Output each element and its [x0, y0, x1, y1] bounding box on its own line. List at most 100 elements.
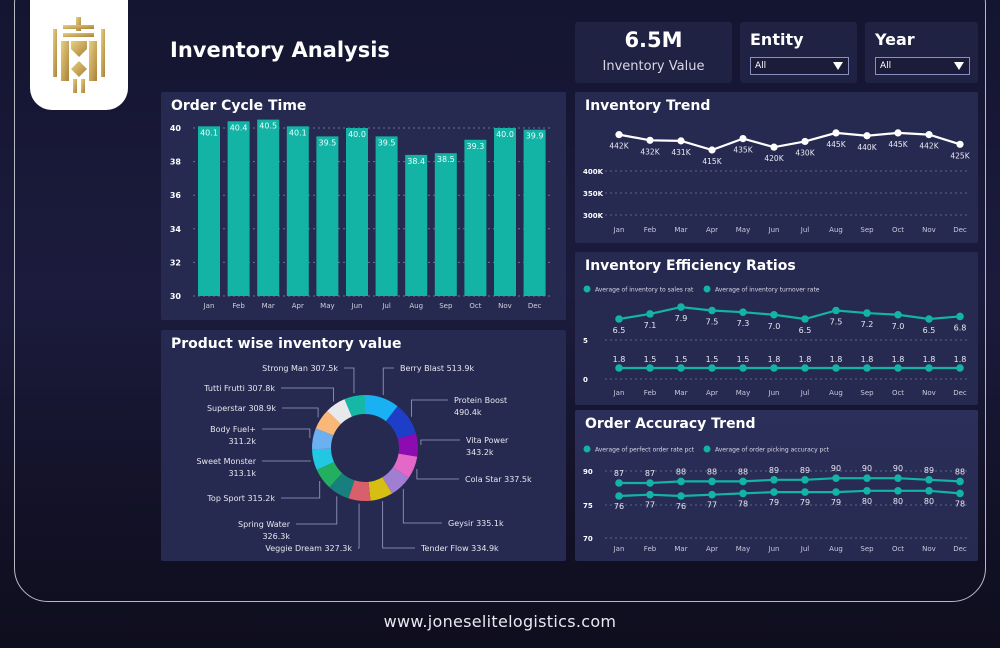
slice-value: 327.3k: [324, 544, 352, 553]
order-cycle-time-panel: Order Cycle Time 40 38 36 34 32 30 40.1 Jan 40.4…: [161, 92, 566, 320]
bar: [257, 119, 280, 296]
slice-label: Superstar 308.9k: [207, 404, 276, 413]
turnover-rate-point: [708, 364, 716, 372]
data-label: 7.1: [644, 321, 657, 330]
donut-slice: [368, 477, 393, 501]
trend-point: [677, 137, 685, 145]
data-label: 79: [831, 498, 841, 507]
x-tick-label: Aug: [829, 226, 843, 234]
data-label: 89: [800, 466, 810, 475]
slice-name: Veggie Dream: [265, 544, 324, 553]
panel-title: Inventory Efficiency Ratios: [585, 258, 796, 274]
bar: [375, 136, 398, 296]
trend-point: [708, 146, 716, 154]
x-tick-label: Jun: [351, 302, 363, 310]
data-label: 7.3: [737, 319, 750, 328]
x-tick-label: Sep: [860, 389, 874, 397]
x-tick-label: Feb: [644, 545, 657, 553]
legend-marker: [583, 285, 591, 293]
donut-slice: [329, 473, 355, 499]
slice-value: 308.9k: [248, 404, 276, 413]
x-tick-label: Dec: [953, 226, 967, 234]
x-tick-label: Mar: [674, 389, 687, 397]
data-label: 432K: [640, 147, 660, 156]
sales-ratio-point: [739, 308, 747, 316]
data-label: 1.8: [892, 355, 905, 364]
panel-title: Order Accuracy Trend: [585, 416, 756, 432]
x-tick-label: Feb: [644, 389, 657, 397]
chevron-down-icon: [954, 62, 964, 70]
perfect-order-rate-point: [739, 477, 747, 486]
slice-label: Top Sport 315.2k: [206, 494, 275, 503]
data-label: 87: [614, 469, 624, 478]
turnover-rate-point: [894, 364, 902, 372]
slice-name: Cola Star: [465, 475, 504, 484]
data-label: 6.5: [923, 326, 936, 335]
perfect-order-rate-point: [894, 474, 902, 482]
y-tick-label: 75: [583, 502, 593, 510]
x-tick-label: Mar: [262, 302, 275, 310]
data-label: 76: [676, 502, 686, 511]
bar-value-label: 38.5: [437, 155, 455, 164]
inventory-trend-panel: Inventory Trend 400K 350K 300K 442K 432K 431K…: [575, 92, 978, 243]
data-label: 415K: [702, 157, 722, 166]
perfect-order-rate-point: [801, 476, 809, 484]
data-label: 77: [645, 501, 655, 510]
sales-ratio-point: [770, 310, 778, 319]
slice-value: 313.1k: [228, 469, 256, 478]
trend-point: [770, 143, 778, 151]
picking-accuracy-point: [615, 492, 623, 500]
slice-name: Tutti Frutti: [203, 384, 247, 393]
leader-line: [281, 480, 321, 499]
sales-ratio-point: [894, 310, 902, 319]
leader-line: [416, 469, 459, 480]
data-label: 7.2: [861, 320, 874, 329]
turnover-rate-point: [832, 364, 840, 372]
y-tick-label: 300K: [583, 212, 604, 220]
legend-marker: [583, 445, 591, 453]
picking-accuracy-point: [832, 488, 840, 496]
dashboard-frame: [14, 0, 986, 602]
order-accuracy-panel: Order Accuracy Trend Average of perfect …: [575, 410, 978, 561]
kpi-inventory-value-card: 6.5M Inventory Value: [575, 22, 732, 83]
data-label: 442K: [609, 142, 629, 151]
x-tick-label: Jun: [768, 226, 780, 234]
slice-label: Strong Man 307.5k: [262, 364, 338, 373]
turnover-rate-point: [801, 364, 809, 372]
legend-label: Average of perfect order rate pct: [595, 447, 695, 454]
y-tick-label: 36: [170, 191, 182, 200]
x-tick-label: Jan: [613, 545, 625, 553]
data-label: 78: [955, 499, 965, 508]
perfect-order-rate-point: [956, 477, 964, 486]
data-label: 80: [924, 497, 934, 506]
data-label: 90: [862, 464, 872, 473]
x-tick-label: Feb: [644, 226, 657, 234]
entity-filter-card: Entity All: [740, 22, 857, 83]
slice-value: 307.8k: [247, 384, 275, 393]
bar: [227, 121, 250, 296]
x-tick-label: Jul: [800, 389, 810, 397]
leader-line: [262, 428, 311, 439]
data-label: 425K: [950, 151, 970, 160]
panel-title: Inventory Trend: [585, 98, 711, 114]
year-filter-label: Year: [875, 30, 915, 49]
slice-value: 490.4k: [454, 408, 482, 417]
data-label: 88: [738, 467, 748, 476]
data-label: 1.8: [861, 355, 874, 364]
slice-name: Body Fuel+: [210, 425, 256, 434]
slice-label: Tender Flow 334.9k: [420, 544, 499, 553]
year-dropdown[interactable]: All: [875, 57, 970, 75]
bar-value-label: 40.0: [348, 130, 366, 139]
picking-accuracy-point: [739, 489, 747, 498]
entity-filter-label: Entity: [750, 30, 804, 49]
data-label: 88: [707, 467, 717, 476]
x-tick-label: Aug: [409, 302, 423, 310]
leader-line: [262, 460, 311, 462]
legend-label: Average of order picking accuracy pct: [715, 447, 830, 454]
picking-accuracy-line: [618, 489, 961, 498]
bar: [286, 126, 309, 296]
year-dropdown-value: All: [880, 61, 892, 71]
x-tick-label: Jul: [381, 302, 391, 310]
legend-marker: [703, 445, 711, 453]
entity-dropdown[interactable]: All: [750, 57, 849, 75]
